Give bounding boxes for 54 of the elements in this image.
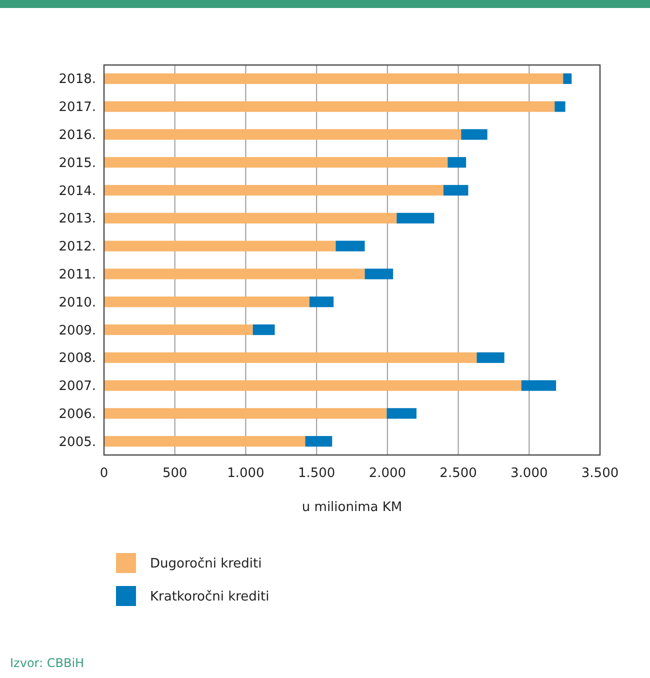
bar: [104, 380, 522, 391]
y-tick-label: 2008.: [58, 351, 96, 366]
x-axis-title: u milionima KM: [302, 500, 402, 515]
bar: [386, 408, 416, 419]
bar: [104, 73, 564, 84]
bar: [554, 101, 566, 112]
bar: [521, 380, 556, 391]
bar: [252, 324, 275, 336]
x-tick-label: 1.500: [298, 466, 336, 481]
bar: [364, 268, 394, 280]
bar: [461, 129, 488, 140]
y-tick-label: 2010.: [58, 295, 96, 310]
bar: [104, 101, 555, 112]
y-tick-label: 2016.: [58, 128, 96, 144]
y-tick-label: 2018.: [58, 72, 96, 88]
bar: [104, 240, 336, 252]
bar: [104, 408, 387, 419]
text: Izvor: CBBiH: [10, 656, 84, 670]
bar: [305, 436, 332, 447]
bar: [104, 212, 397, 224]
y-tick-label: 2014.: [58, 184, 96, 199]
x-tick-label: 2.000: [368, 466, 406, 481]
bar: [104, 296, 310, 308]
bar: [448, 157, 466, 168]
x-tick-label: 3.000: [510, 466, 548, 481]
bar: [476, 352, 504, 363]
bar: [336, 240, 365, 252]
bar: [563, 73, 572, 84]
bar: [104, 352, 477, 363]
y-tick-label: 2006.: [58, 406, 96, 422]
x-tick-label: 2.500: [440, 466, 477, 481]
x-tick-label: 3.500: [581, 466, 619, 481]
y-tick-label: 2017.: [58, 100, 96, 116]
bar: [104, 129, 462, 140]
bar: [104, 268, 365, 280]
y-tick-label: 2013.: [58, 212, 96, 227]
y-tick-label: 2005.: [58, 434, 96, 450]
legend-label: Kratkoročni krediti: [150, 590, 270, 605]
bar: [104, 324, 253, 336]
x-tick-label: 500: [162, 466, 188, 481]
y-tick-label: 2012.: [58, 240, 96, 255]
bar: [309, 296, 334, 308]
bar: [104, 184, 444, 196]
bar: [104, 436, 306, 447]
y-tick-label: 2007.: [58, 379, 96, 394]
bar: [443, 184, 468, 196]
y-tick-label: 2015.: [58, 156, 96, 171]
y-tick-label: 2009.: [58, 323, 96, 338]
bar: [396, 212, 434, 224]
x-tick-label: 1.000: [227, 466, 264, 481]
bar: [104, 157, 448, 168]
y-tick-label: 2011.: [58, 268, 96, 282]
legend-label: Dugoročni krediti: [150, 556, 262, 572]
x-tick-label: 0: [100, 466, 108, 481]
